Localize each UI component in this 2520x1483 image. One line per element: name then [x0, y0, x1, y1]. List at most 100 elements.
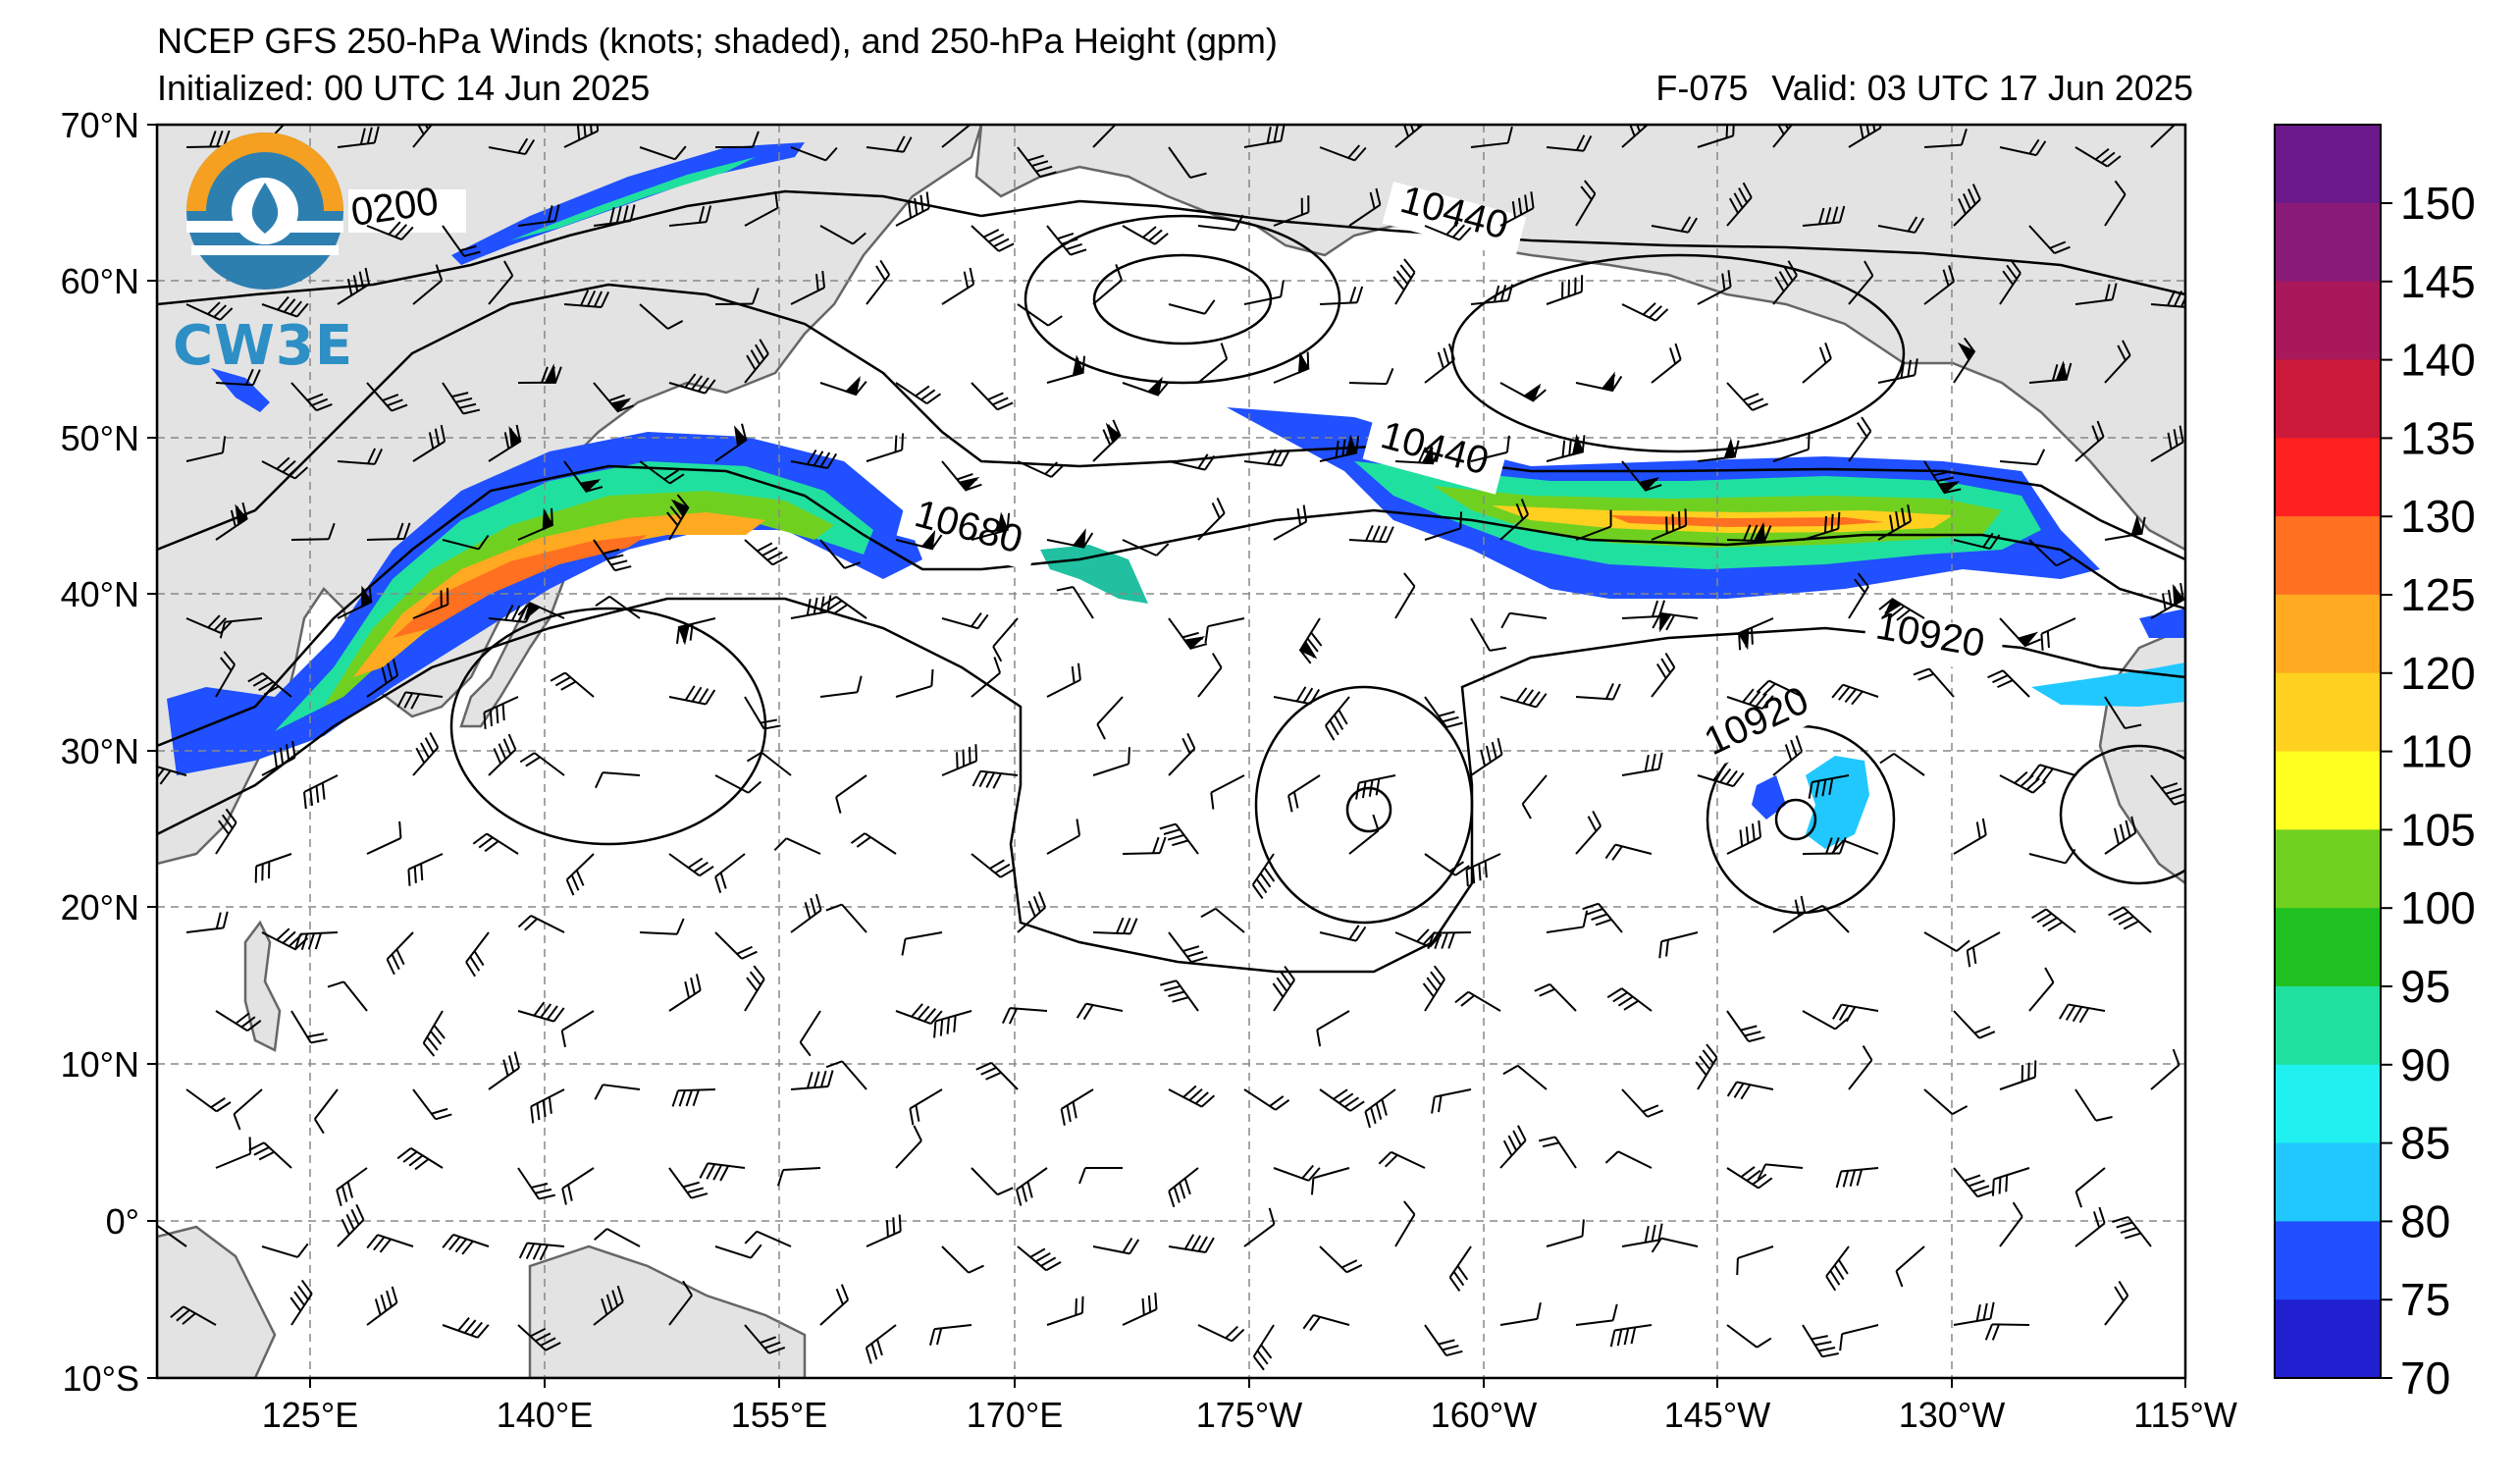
map-title: NCEP GFS 250-hPa Winds (knots; shaded), …	[157, 21, 1278, 61]
wind-barb	[1017, 460, 1065, 478]
wind-barb	[1470, 284, 1514, 305]
wind-barb	[1621, 1088, 1664, 1118]
wind-barb	[941, 267, 975, 305]
wind-barb	[1424, 1324, 1463, 1357]
wind-barb	[1877, 504, 1912, 541]
wind-barb	[561, 1167, 595, 1205]
wind-barb	[866, 433, 905, 462]
wind-barb	[1538, 1136, 1577, 1169]
contour-10680	[157, 464, 2185, 748]
wind-barb	[1808, 774, 1850, 799]
wind-barb	[337, 126, 380, 148]
lat-label: 10°S	[63, 1358, 139, 1399]
lon-label: 175°W	[1196, 1395, 1302, 1435]
wind-barb	[1923, 265, 1956, 305]
longitude-axis	[309, 1378, 2186, 1388]
wind-barb	[1756, 679, 1804, 698]
wind-barb	[1726, 820, 1762, 855]
wind-barb	[819, 376, 867, 397]
wind-barb	[1697, 766, 1745, 788]
wind-barb	[1987, 669, 2030, 698]
colorbar-swatch	[2275, 1142, 2381, 1222]
wind-barb	[1726, 382, 1768, 411]
lat-label: 50°N	[61, 418, 139, 458]
wind-barb	[1621, 302, 1669, 322]
wind-barb	[1999, 1201, 2023, 1247]
wind-barb	[1348, 524, 1394, 544]
wind-barb	[992, 617, 1019, 662]
contour-high-pacific	[1254, 685, 1474, 925]
wind-barb	[1999, 449, 2046, 466]
wind-barb	[1546, 275, 1584, 305]
wind-barb	[2104, 696, 2142, 730]
wind-barb	[593, 382, 634, 413]
wind-barb	[1726, 182, 1753, 227]
small-blob-nw	[211, 368, 270, 412]
contour-10440	[157, 283, 2185, 561]
lat-lon-grid	[157, 125, 2185, 1378]
wind-barb	[1122, 225, 1169, 245]
wind-barb	[1394, 1200, 1416, 1247]
contour-cutoff-low-inner	[1774, 798, 1817, 841]
wind-barb	[1273, 195, 1310, 227]
wind-barb	[336, 1167, 368, 1207]
wind-barb	[2150, 582, 2185, 619]
wind-barb	[157, 764, 187, 785]
wind-barb	[488, 260, 514, 305]
forecast-hour: F-075	[1655, 68, 1749, 108]
wind-barb	[668, 974, 702, 1012]
wind-barb	[1319, 286, 1364, 305]
wind-barb	[1056, 586, 1094, 619]
wind-barb	[2074, 283, 2118, 305]
wind-barb	[1802, 205, 1846, 227]
wind-barb	[1606, 987, 1653, 1012]
colorbar-label: 110	[2400, 726, 2472, 777]
colorbar-label: 80	[2400, 1195, 2450, 1246]
wind-barb	[895, 1125, 922, 1169]
contour-high-west	[449, 607, 767, 846]
wind-barb	[1017, 146, 1057, 179]
wind-barb	[1204, 617, 1245, 644]
wind-barb	[2074, 1206, 2106, 1247]
wind-barb	[1953, 1301, 1995, 1326]
wind-barb	[1243, 449, 1290, 467]
wind-barb	[790, 893, 822, 933]
indonesia-land	[157, 1225, 277, 1378]
wind-barb	[215, 368, 261, 387]
colorbar-swatch	[2275, 359, 2381, 439]
wind-barb	[261, 295, 309, 318]
wind-barb	[676, 617, 716, 646]
wind-barb	[1499, 191, 1535, 227]
wind-barb	[895, 382, 942, 405]
cutoff-low-blob2	[1752, 775, 1786, 820]
wind-barb	[412, 587, 449, 619]
wind-barb	[895, 191, 930, 227]
wind-barb	[488, 137, 536, 156]
wind-barb	[866, 1214, 902, 1247]
wind-barb	[1092, 264, 1123, 305]
colorbar-label: 90	[2400, 1039, 2450, 1090]
wind-barb	[639, 918, 685, 935]
wind-barb	[412, 1088, 452, 1121]
new-guinea-land	[528, 1245, 807, 1378]
wind-barb	[1394, 572, 1416, 619]
wind-barb	[1802, 1324, 1839, 1358]
wind-barb	[1046, 225, 1087, 256]
wind-barb	[1966, 931, 2001, 968]
wind-barb	[1848, 572, 1869, 619]
wind-barb	[185, 1088, 232, 1113]
wind-barb	[1394, 444, 1441, 465]
wind-barb	[313, 1088, 339, 1135]
wind-barb	[1772, 895, 1807, 933]
wind-barb	[442, 382, 481, 415]
colorbar: 150 145 140 135 130 125 120 110 105 100 95 90 85 80 75…	[2274, 124, 2476, 1404]
wind-barb	[1726, 1166, 1773, 1190]
wind-barb	[1546, 910, 1589, 933]
lat-label: 70°N	[61, 105, 139, 145]
wind-barb	[565, 853, 595, 896]
wind-barb	[2028, 848, 2076, 865]
wind-barb	[714, 288, 760, 305]
wind-barb	[1772, 125, 1798, 148]
wind-barb	[483, 696, 519, 729]
wind-barb	[1737, 617, 1774, 651]
